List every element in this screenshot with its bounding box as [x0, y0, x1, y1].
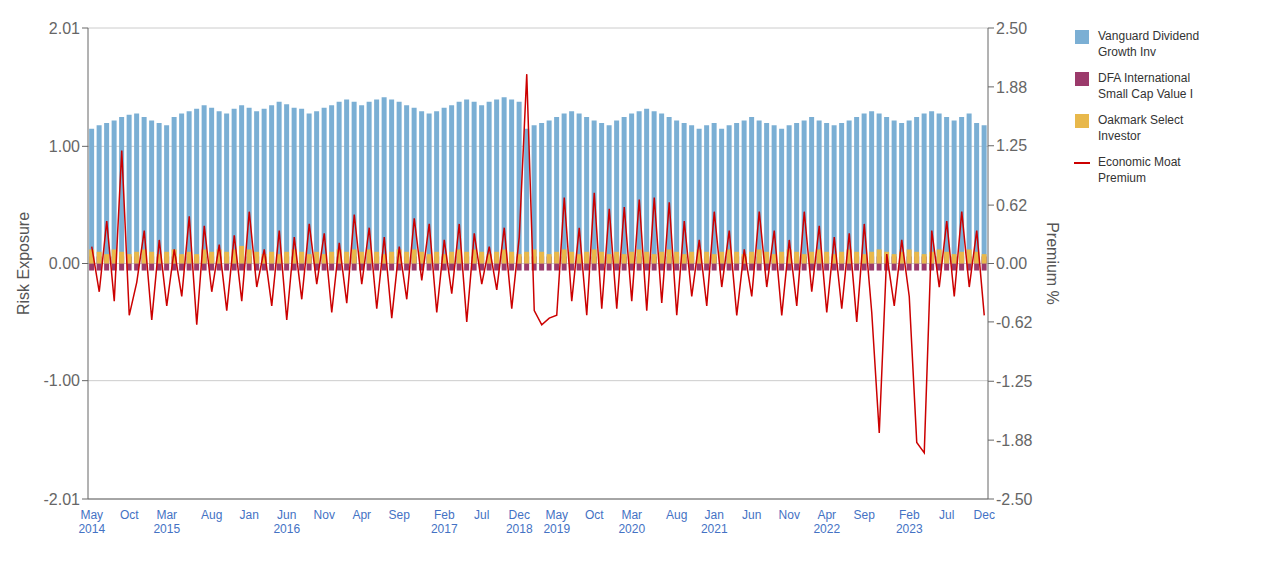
svg-text:Nov: Nov: [314, 508, 335, 522]
svg-text:Jan2021: Jan2021: [701, 508, 728, 536]
html-text:Growth Inv: Growth Inv: [1098, 45, 1156, 59]
svg-text:1.00: 1.00: [49, 138, 80, 155]
svg-text:Jan: Jan: [240, 508, 259, 522]
html-text:Small Cap Value I: Small Cap Value I: [1098, 87, 1194, 101]
svg-text:2.50: 2.50: [996, 20, 1027, 37]
svg-text:Oct: Oct: [120, 508, 139, 522]
html-text:Premium: Premium: [1098, 171, 1146, 185]
svg-text:Aug: Aug: [666, 508, 687, 522]
svg-text:Dec2018: Dec2018: [506, 508, 533, 536]
svg-text:Sep: Sep: [389, 508, 411, 522]
svg-text:-1.00: -1.00: [44, 372, 81, 389]
svg-text:-2.50: -2.50: [996, 491, 1033, 508]
html-text:Economic Moat: Economic Moat: [1098, 155, 1181, 169]
svg-text:-0.62: -0.62: [996, 314, 1033, 331]
svg-text:Mar2020: Mar2020: [618, 508, 645, 536]
svg-text:Risk Exposure: Risk Exposure: [15, 212, 32, 315]
svg-text:Jun: Jun: [742, 508, 761, 522]
html-text:Vanguard Dividend: Vanguard Dividend: [1098, 29, 1200, 43]
svg-text:May2019: May2019: [543, 508, 570, 536]
svg-text:Apr2022: Apr2022: [813, 508, 840, 536]
svg-text:-1.25: -1.25: [996, 373, 1033, 390]
svg-text:May2014: May2014: [78, 508, 105, 536]
svg-text:Jul: Jul: [939, 508, 954, 522]
svg-text:Dec: Dec: [974, 508, 995, 522]
svg-text:1.25: 1.25: [996, 137, 1027, 154]
svg-text:Jun2016: Jun2016: [273, 508, 300, 536]
html-text:Oakmark Select: Oakmark Select: [1098, 113, 1184, 127]
svg-text:-2.01: -2.01: [44, 491, 81, 508]
svg-text:Apr: Apr: [352, 508, 371, 522]
svg-text:Mar2015: Mar2015: [153, 508, 180, 536]
svg-text:Sep: Sep: [854, 508, 876, 522]
svg-text:Nov: Nov: [779, 508, 800, 522]
svg-text:Aug: Aug: [201, 508, 222, 522]
svg-text:0.62: 0.62: [996, 197, 1027, 214]
svg-text:Oct: Oct: [585, 508, 604, 522]
html-text:DFA International: DFA International: [1098, 71, 1191, 85]
html-text:Investor: Investor: [1098, 129, 1141, 143]
svg-text:Premium %: Premium %: [1044, 222, 1061, 305]
svg-text:0.00: 0.00: [996, 255, 1027, 272]
svg-text:Feb2023: Feb2023: [896, 508, 923, 536]
svg-text:2.01: 2.01: [49, 20, 80, 37]
svg-text:Feb2017: Feb2017: [431, 508, 458, 536]
svg-text:-1.88: -1.88: [996, 432, 1033, 449]
svg-text:1.88: 1.88: [996, 79, 1027, 96]
svg-text:0.00: 0.00: [49, 255, 80, 272]
svg-text:Jul: Jul: [474, 508, 489, 522]
